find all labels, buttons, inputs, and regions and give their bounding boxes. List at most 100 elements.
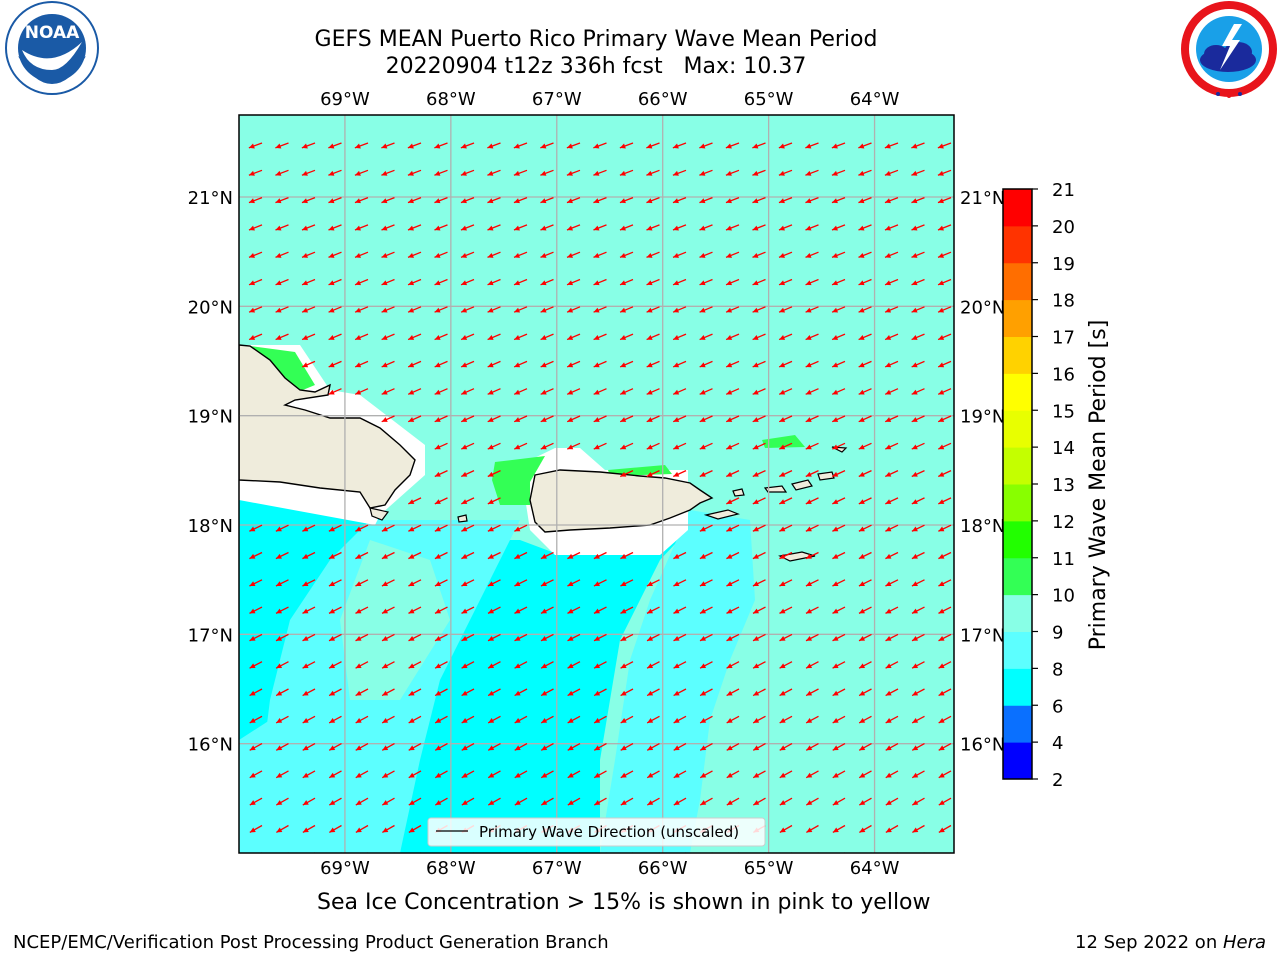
direction-arrow	[381, 743, 395, 751]
direction-arrow	[434, 524, 448, 532]
direction-arrow	[408, 524, 422, 532]
direction-arrow	[911, 388, 925, 395]
direction-arrow	[249, 551, 263, 560]
direction-arrow	[407, 278, 422, 286]
colorbar-segment	[1003, 742, 1032, 780]
direction-arrow	[301, 169, 316, 176]
direction-arrow	[355, 633, 369, 642]
direction-arrow	[673, 470, 687, 478]
direction-arrow	[672, 360, 687, 368]
direction-arrow	[514, 524, 528, 532]
title-line-1: GEFS MEAN Puerto Rico Primary Wave Mean …	[314, 27, 878, 52]
direction-arrow	[620, 579, 634, 587]
direction-arrow	[460, 360, 475, 368]
direction-arrow	[407, 415, 422, 423]
direction-arrow	[487, 743, 501, 751]
direction-arrow	[513, 142, 528, 149]
lon-labels-top: 69°W 68°W 67°W 66°W 65°W 64°W	[320, 89, 900, 110]
direction-arrow	[301, 251, 316, 259]
noaa-logo: NOAA	[5, 1, 99, 95]
direction-arrow	[487, 633, 501, 642]
direction-arrow	[699, 524, 713, 532]
direction-legend: Primary Wave Direction (unscaled)	[427, 817, 766, 847]
direction-arrow	[461, 470, 475, 478]
direction-arrow	[407, 251, 422, 259]
direction-arrow	[566, 196, 581, 204]
direction-arrow	[275, 688, 289, 697]
direction-arrow	[779, 688, 793, 697]
direction-arrow	[710, 852, 713, 853]
direction-arrow	[513, 360, 528, 368]
direction-arrow	[514, 661, 528, 669]
lat-labels-right: 16°N 17°N 18°N 19°N 20°N 21°N	[960, 188, 1005, 756]
direction-arrow	[806, 824, 819, 833]
direction-arrow	[434, 224, 448, 231]
direction-arrow	[620, 770, 634, 779]
direction-arrow	[276, 824, 289, 833]
direction-arrow	[408, 633, 422, 642]
direction-arrow	[275, 743, 289, 751]
direction-arrow	[843, 852, 846, 853]
direction-arrow	[858, 360, 872, 368]
direction-arrow	[434, 333, 448, 341]
direction-arrow	[805, 715, 819, 724]
direction-arrow	[726, 497, 740, 505]
direction-arrow	[540, 142, 554, 149]
direction-arrow	[354, 388, 369, 395]
direction-arrow	[884, 388, 899, 395]
direction-arrow	[328, 388, 342, 395]
st-john-island	[791, 479, 813, 491]
direction-arrow	[566, 333, 581, 341]
direction-arrow	[275, 142, 289, 149]
colorbar-segment	[1003, 225, 1032, 264]
direction-arrow	[619, 142, 634, 149]
direction-arrow	[673, 743, 687, 751]
direction-arrow	[514, 606, 528, 614]
direction-arrow	[831, 142, 846, 149]
direction-arrow	[302, 633, 316, 642]
direction-arrow	[831, 360, 846, 368]
direction-arrow	[381, 388, 395, 395]
direction-arrow	[355, 743, 369, 751]
direction-arrow	[805, 551, 819, 560]
direction-arrow	[593, 688, 607, 697]
direction-arrow	[938, 715, 952, 724]
direction-arrow	[540, 551, 554, 560]
direction-arrow	[540, 251, 554, 259]
direction-arrow	[540, 360, 554, 368]
direction-arrow	[672, 196, 687, 204]
direction-arrow	[646, 333, 660, 341]
direction-arrow	[884, 224, 899, 231]
direction-arrow	[540, 169, 554, 176]
title-line-2: 20220904 t12z 336h fcst Max: 10.37	[385, 54, 807, 79]
direction-arrow	[381, 278, 395, 286]
direction-arrow	[752, 633, 766, 642]
direction-arrow	[248, 224, 263, 231]
direction-arrow	[805, 524, 819, 532]
colorbar-tick-label: 19	[1052, 254, 1075, 275]
direction-arrow	[434, 606, 448, 614]
direction-arrow	[487, 715, 501, 724]
direction-arrow	[249, 661, 263, 669]
direction-arrow	[778, 251, 793, 259]
direction-arrow	[937, 442, 952, 450]
direction-arrow	[461, 633, 475, 642]
direction-arrow	[805, 497, 819, 505]
direction-arrow	[328, 661, 342, 669]
direction-arrow	[779, 797, 793, 806]
direction-arrow	[858, 306, 872, 313]
direction-arrow	[381, 661, 395, 669]
direction-arrow	[725, 333, 740, 341]
direction-arrow	[911, 688, 925, 697]
direction-arrow	[858, 524, 872, 532]
direction-arrow	[805, 196, 819, 204]
direction-arrow	[726, 688, 740, 697]
direction-arrow	[672, 415, 687, 423]
direction-arrow	[673, 606, 687, 614]
direction-arrow	[593, 388, 607, 395]
direction-arrow	[328, 797, 342, 806]
direction-arrow	[673, 688, 687, 697]
direction-arrow	[858, 388, 872, 395]
direction-arrow	[858, 743, 872, 751]
